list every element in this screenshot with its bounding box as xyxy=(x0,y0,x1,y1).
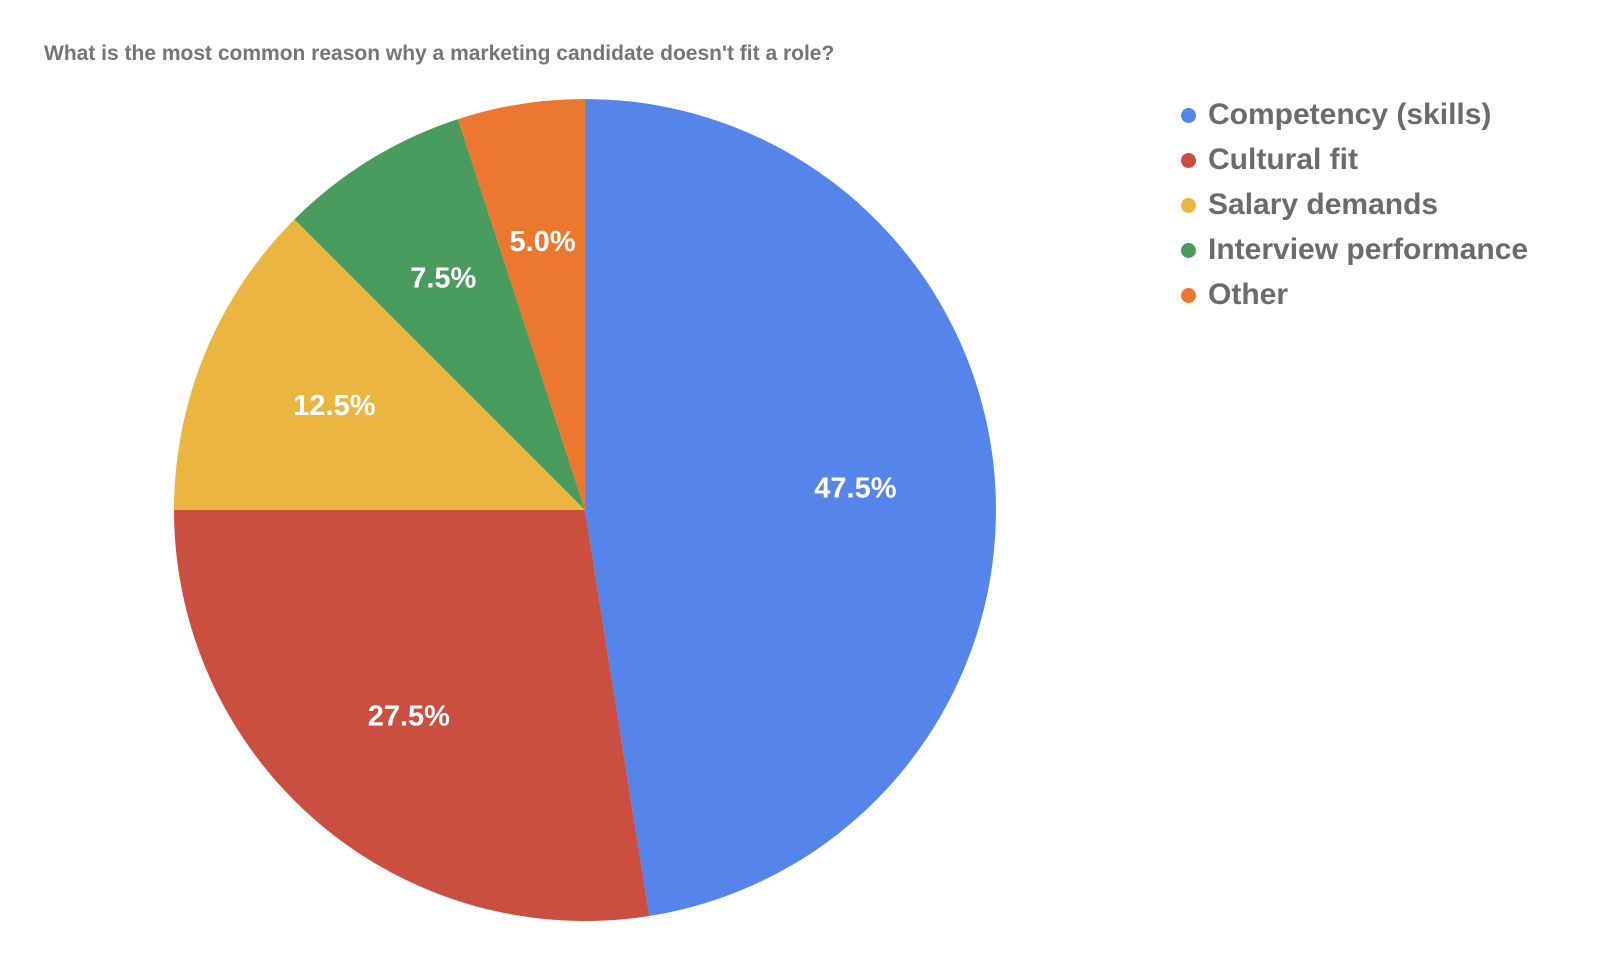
legend-label: Other xyxy=(1208,278,1289,311)
data-label-interview-performance: 7.5% xyxy=(410,263,476,295)
legend-label: Cultural fit xyxy=(1208,143,1358,176)
legend-swatch-icon xyxy=(1181,108,1196,123)
pie-slice-salary-demands[interactable] xyxy=(174,219,585,510)
legend-swatch-icon xyxy=(1181,153,1196,168)
data-label-competency-skills: 47.5% xyxy=(814,473,896,505)
data-label-other: 5.0% xyxy=(510,226,576,258)
legend-item-cultural-fit[interactable]: Cultural fit xyxy=(1181,139,1528,184)
legend-label: Competency (skills) xyxy=(1208,98,1492,131)
legend-item-interview-performance[interactable]: Interview performance xyxy=(1181,229,1529,274)
legend-swatch-icon xyxy=(1181,243,1196,258)
legend-label: Interview performance xyxy=(1208,233,1529,266)
pie-slice-competency-skills[interactable] xyxy=(585,99,996,916)
data-label-salary-demands: 12.5% xyxy=(293,390,375,422)
legend-item-other[interactable]: Other xyxy=(1181,274,1528,319)
legend-label: Salary demands xyxy=(1208,188,1439,221)
chart-legend: Competency (skills) Cultural fit Salary de… xyxy=(1181,94,1529,319)
pie-data-labels: 47.5% 27.5% 12.5% 7.5% 5.0% xyxy=(293,226,896,732)
legend-item-competency-skills[interactable]: Competency (skills) xyxy=(1181,94,1528,139)
pie-slice-interview-performance[interactable] xyxy=(294,119,585,510)
pie-slice-cultural-fit[interactable] xyxy=(173,510,650,921)
legend-swatch-icon xyxy=(1181,288,1196,303)
chart-title: What is the most common reason why a mar… xyxy=(44,42,835,65)
legend-swatch-icon xyxy=(1181,198,1196,213)
pie-slices xyxy=(173,99,996,921)
legend-item-salary-demands[interactable]: Salary demands xyxy=(1181,184,1528,229)
pie-slice-other[interactable] xyxy=(457,99,585,510)
data-label-cultural-fit: 27.5% xyxy=(368,700,450,732)
